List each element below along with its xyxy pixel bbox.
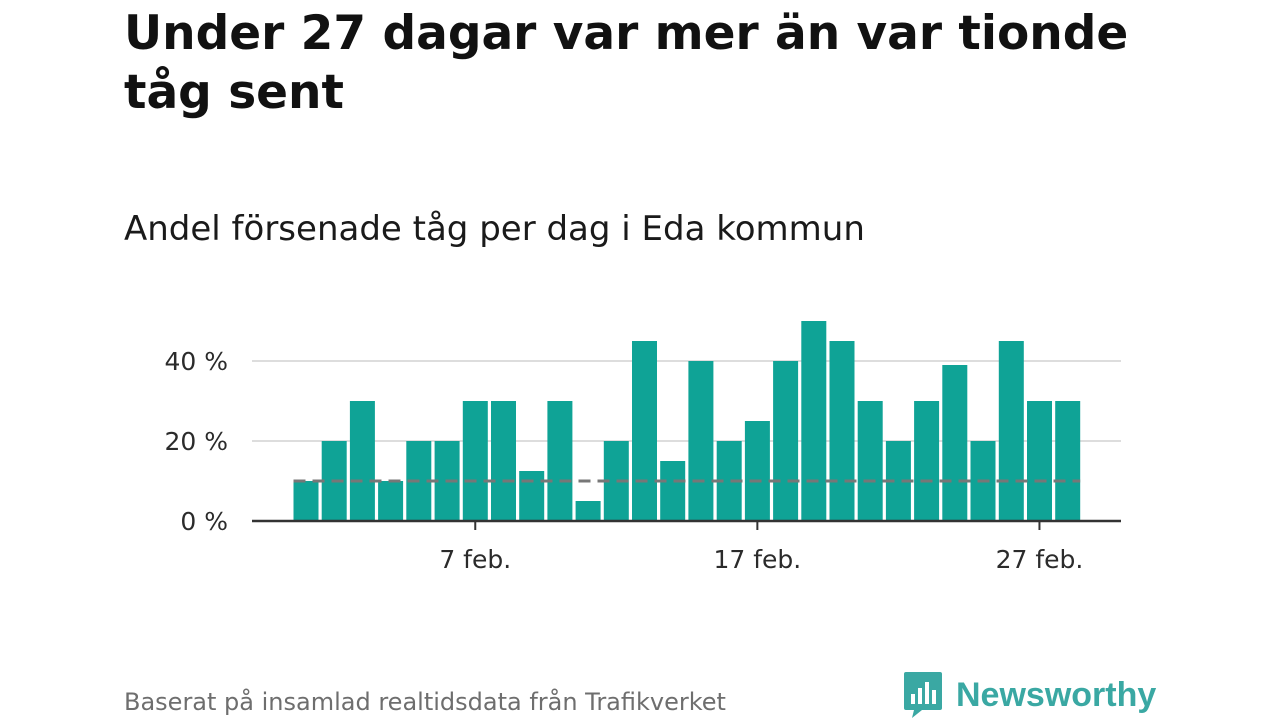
bar: 19 feb.: 50 %	[801, 321, 827, 521]
chart-subtitle: Andel försenade tåg per dag i Eda kommun	[124, 209, 865, 249]
bar: 26 feb.: 45 %	[998, 341, 1024, 521]
bar: 9 feb.: 12.5 %	[519, 471, 545, 521]
y-tick-label: 40 %	[164, 347, 228, 376]
y-tick-label: 20 %	[164, 427, 228, 456]
bar: 4 feb.: 10 %	[378, 481, 404, 521]
bar: 27 feb.: 30 %	[1027, 401, 1052, 521]
bar: 8 feb.: 30 %	[491, 401, 516, 521]
source-note: Baserat på insamlad realtidsdata från Tr…	[124, 688, 726, 716]
bars: 1 feb.: 10 %2 feb.: 20 %3 feb.: 30 %4 fe…	[293, 321, 1081, 521]
axes	[252, 519, 1121, 530]
newsworthy-chart-bubble-icon	[904, 672, 942, 718]
bar: 20 feb.: 45 %	[829, 341, 855, 521]
bar: 1 feb.: 10 %	[293, 481, 319, 521]
bar: 14 feb.: 15 %	[660, 461, 686, 521]
bar: 24 feb.: 39 %	[942, 365, 968, 521]
x-tick-label: 17 feb.	[713, 545, 801, 574]
bar: 11 feb.: 5 %	[575, 501, 601, 521]
bar: 7 feb.: 30 %	[462, 401, 488, 521]
bar: 21 feb.: 30 %	[857, 401, 883, 521]
bar: 15 feb.: 40 %	[688, 361, 714, 521]
y-tick-label: 0 %	[180, 507, 228, 536]
x-tick-label: 27 feb.	[996, 545, 1084, 574]
bar: 17 feb.: 25 %	[744, 421, 770, 521]
tick-labels: 7 feb. 17 feb. 27 feb. 0 % 20 % 40 %	[164, 347, 1083, 574]
bar: 23 feb.: 30 %	[914, 401, 940, 521]
chart-title: Under 27 dagar var mer än var tionde tåg…	[124, 6, 1129, 120]
bar: 10 feb.: 30 %	[547, 401, 573, 521]
bar-chart: 1 feb.: 10 %2 feb.: 20 %3 feb.: 30 %4 fe…	[164, 321, 1121, 574]
bar: 13 feb.: 45 %	[632, 341, 657, 521]
bar: 3 feb.: 30 %	[349, 401, 375, 521]
bar: 28 feb.: 30 %	[1055, 401, 1081, 521]
brand-name: Newsworthy	[956, 676, 1157, 714]
bar: 18 feb.: 40 %	[773, 361, 799, 521]
gridlines	[252, 360, 1121, 442]
x-tick-label: 7 feb.	[439, 545, 511, 574]
brand: Newsworthy	[902, 670, 1156, 720]
